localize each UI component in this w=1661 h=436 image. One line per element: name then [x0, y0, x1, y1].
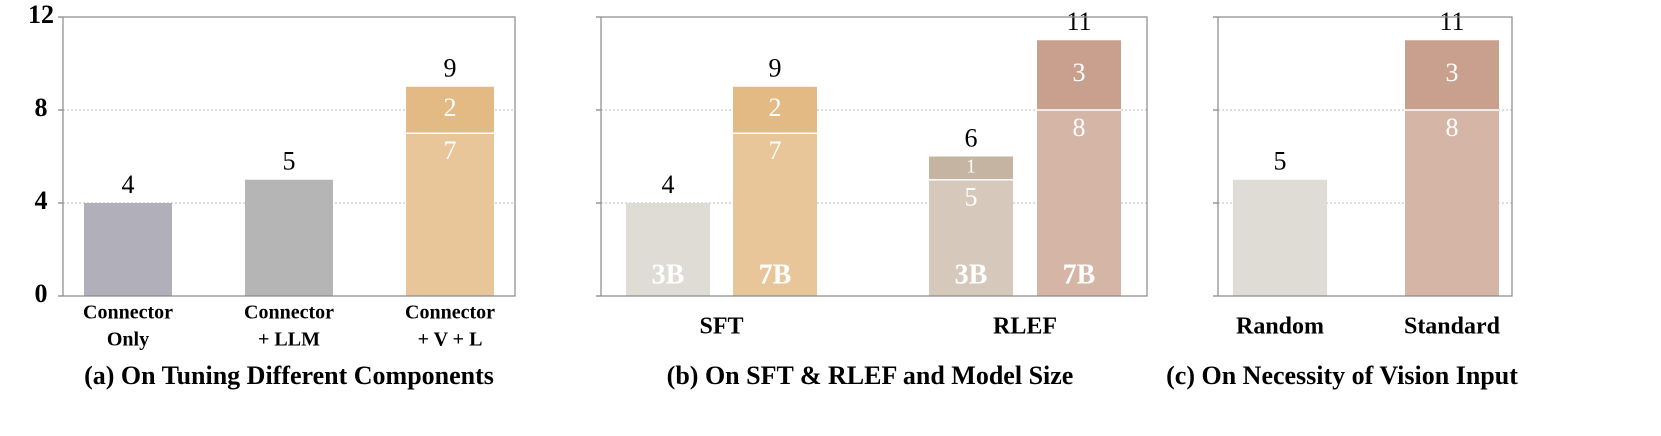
- bar-segment: [1037, 40, 1121, 110]
- bar-segment: [929, 156, 1013, 180]
- x-tick-label: Connector: [244, 302, 334, 324]
- x-tick-label: Connector: [83, 302, 173, 324]
- plot-frame: [62, 16, 516, 297]
- bar-segment: [245, 179, 333, 296]
- bar-segment: [733, 86, 817, 134]
- total-label: 4: [662, 170, 675, 199]
- segment-label: 8: [1446, 113, 1459, 142]
- x-tick-label: Random: [1236, 314, 1324, 340]
- total-label: 6: [965, 123, 978, 152]
- segment-label: 2: [769, 93, 782, 122]
- x-tick-label: + LLM: [258, 329, 320, 351]
- segment-label: 2: [444, 93, 457, 122]
- panel-title: (b) On SFT & RLEF and Model Size: [667, 361, 1074, 390]
- total-label: 9: [769, 54, 782, 83]
- panel-title: (a) On Tuning Different Components: [84, 361, 494, 390]
- total-label: 9: [444, 54, 457, 83]
- bar-name: 3B: [652, 259, 685, 290]
- segment-label: 7: [769, 136, 782, 165]
- bar-name: 7B: [759, 259, 792, 290]
- x-tick-label: SFT: [699, 314, 743, 340]
- bar-name: 7B: [1063, 259, 1096, 290]
- total-label: 11: [1439, 7, 1464, 36]
- segment-label: 3: [1446, 58, 1459, 87]
- total-label: 5: [283, 147, 296, 176]
- x-tick-label: Only: [107, 329, 149, 351]
- bar-segment: [1037, 110, 1121, 296]
- bar-segment: [406, 133, 494, 296]
- total-label: 11: [1066, 7, 1091, 36]
- bar-segment: [1233, 179, 1327, 296]
- plot-frame: [600, 16, 1148, 297]
- bar-segment: [626, 203, 710, 296]
- y-tick-label: 12: [28, 0, 54, 29]
- bar-segment: [1405, 40, 1499, 110]
- x-tick-label: RLEF: [993, 314, 1057, 340]
- segment-label: 3: [1073, 58, 1086, 87]
- segment-label: 5: [965, 183, 978, 212]
- bar-segment: [733, 133, 817, 296]
- x-tick-label: + V + L: [418, 329, 483, 351]
- segment-label: 1: [966, 156, 976, 178]
- plot-frame: [1217, 16, 1513, 297]
- bar-segment: [406, 86, 494, 134]
- y-tick-label: 4: [35, 186, 48, 215]
- total-label: 4: [122, 170, 135, 199]
- bar-segment: [1405, 110, 1499, 296]
- bar-name: 3B: [955, 259, 988, 290]
- bar-segment: [929, 179, 1013, 296]
- segment-label: 7: [444, 136, 457, 165]
- bar-segment: [84, 203, 172, 296]
- x-tick-label: Standard: [1404, 314, 1501, 340]
- y-tick-label: 8: [35, 93, 48, 122]
- y-tick-label: 0: [35, 279, 48, 308]
- total-label: 5: [1274, 147, 1287, 176]
- panel-title: (c) On Necessity of Vision Input: [1166, 361, 1518, 390]
- x-tick-label: Connector: [405, 302, 495, 324]
- segment-label: 8: [1073, 113, 1086, 142]
